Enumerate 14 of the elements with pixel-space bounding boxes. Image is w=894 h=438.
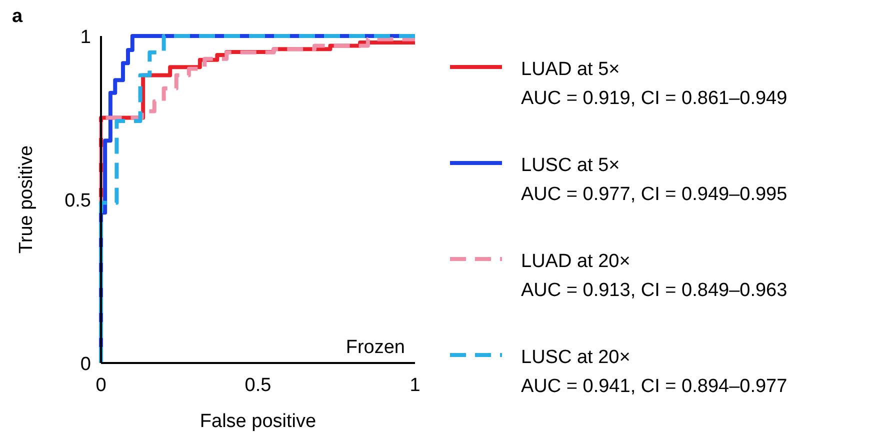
- legend-label: LUSC at 20× AUC = 0.941, CI = 0.894–0.977: [521, 347, 788, 397]
- x-tick-label: 0: [96, 375, 106, 396]
- y-tick-label: 1: [80, 27, 91, 48]
- x-axis-title: False positive: [200, 411, 316, 432]
- annotation: Frozen: [346, 337, 405, 358]
- x-tick-label: 0.5: [244, 375, 272, 396]
- text: a: [12, 6, 23, 27]
- x-tick-label: 1: [410, 375, 420, 396]
- legend-label: LUAD at 5× AUC = 0.919, CI = 0.861–0.949: [521, 59, 788, 109]
- legend-label: LUAD at 20× AUC = 0.913, CI = 0.849–0.963: [521, 251, 788, 301]
- legend-label: LUSC at 5× AUC = 0.977, CI = 0.949–0.995: [521, 155, 788, 205]
- y-tick-label: 0.5: [64, 190, 91, 212]
- y-axis-title: True positive: [16, 145, 37, 254]
- y-tick-label: 0: [80, 354, 91, 375]
